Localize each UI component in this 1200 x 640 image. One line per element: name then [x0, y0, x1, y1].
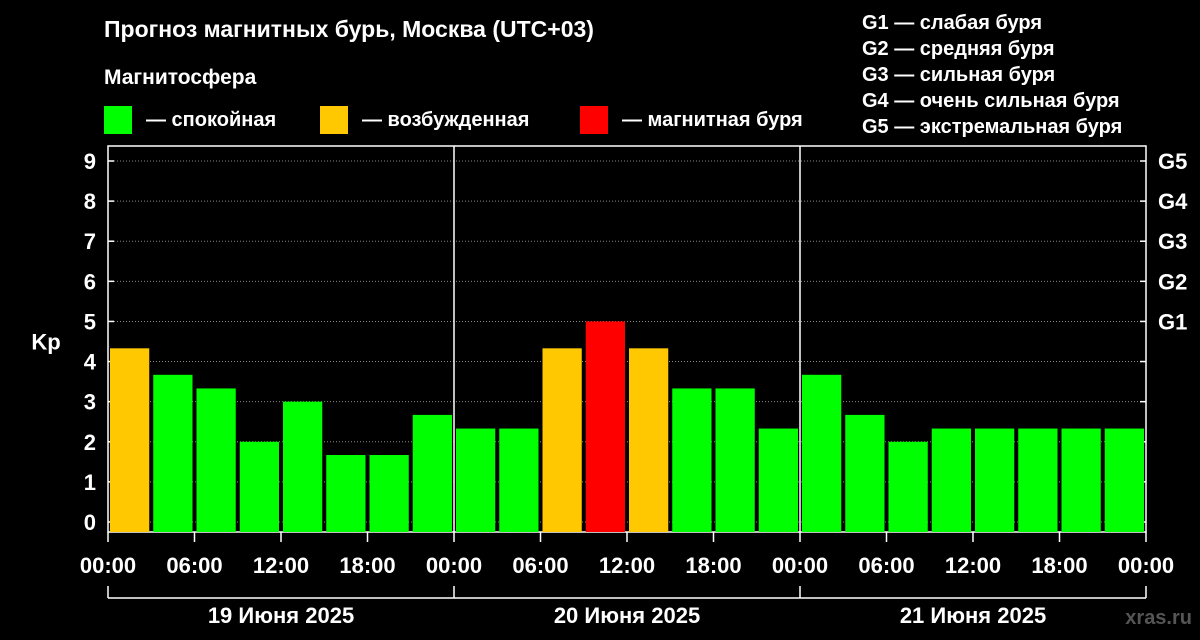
day-label: 19 Июня 2025: [208, 603, 354, 628]
magnetosphere-label: Магнитосфера: [104, 66, 257, 89]
x-tick-label: 12:00: [599, 553, 655, 578]
x-tick-label: 00:00: [426, 553, 482, 578]
legend-storm: — магнитная буря: [580, 106, 803, 134]
bar: [412, 414, 452, 532]
bar: [1061, 428, 1101, 532]
x-tick-label: 12:00: [253, 553, 309, 578]
bar: [845, 414, 885, 532]
g-scale-legend: G1 — слабая буря G2 — средняя буря G3 — …: [862, 10, 1122, 140]
legend-storm-swatch: [580, 106, 608, 134]
y-axis-label: Kp: [31, 330, 60, 355]
x-tick-label: 00:00: [1118, 553, 1174, 578]
bar: [196, 388, 236, 532]
bar: [369, 455, 409, 532]
legend-quiet-label: — спокойная: [146, 108, 277, 131]
y-tick-label: 4: [84, 350, 97, 375]
bar: [1104, 428, 1144, 532]
y-tick-label: 8: [84, 189, 96, 214]
bar: [758, 428, 798, 532]
bar: [153, 374, 193, 532]
y-tick-label: 2: [84, 430, 96, 455]
bar: [499, 428, 539, 532]
x-tick-label: 18:00: [1031, 553, 1087, 578]
x-tick-label: 18:00: [685, 553, 741, 578]
bar: [975, 428, 1015, 532]
y-tick-label: 1: [84, 470, 96, 495]
y-tick-label: 3: [84, 390, 96, 415]
g-tick-label: G1: [1158, 309, 1187, 334]
x-tick-label: 06:00: [858, 553, 914, 578]
legend-active: — возбужденная: [320, 106, 529, 134]
bar: [110, 348, 150, 532]
g-tick-label: G5: [1158, 149, 1187, 174]
legend-storm-label: — магнитная буря: [622, 108, 803, 131]
bar: [542, 348, 582, 532]
watermark: xras.ru: [1125, 607, 1192, 629]
bar: [283, 401, 323, 532]
g-legend-g2: G2 — средняя буря: [862, 38, 1055, 60]
g-legend-g4: G4 — очень сильная буря: [862, 90, 1120, 112]
x-tick-label: 06:00: [166, 553, 222, 578]
bar: [931, 428, 971, 532]
g-legend-g5: G5 — экстремальная буря: [862, 116, 1123, 138]
y-tick-label: 7: [84, 229, 96, 254]
bar: [802, 374, 842, 532]
page-title: Прогноз магнитных бурь, Москва (UTC+03): [104, 16, 594, 42]
y-tick-label: 0: [84, 510, 96, 535]
day-label: 21 Июня 2025: [900, 603, 1046, 628]
g-tick-label: G3: [1158, 229, 1187, 254]
x-tick-label: 12:00: [945, 553, 1001, 578]
bar: [326, 455, 366, 532]
legend-quiet: — спокойная: [104, 106, 276, 134]
legend-active-swatch: [320, 106, 348, 134]
bar: [672, 388, 712, 532]
legend-active-label: — возбужденная: [362, 108, 530, 131]
g-tick-label: G2: [1158, 269, 1187, 294]
g-legend-g3: G3 — сильная буря: [862, 64, 1056, 86]
bar: [1018, 428, 1058, 532]
x-tick-label: 00:00: [80, 553, 136, 578]
bar: [585, 321, 625, 532]
x-tick-label: 00:00: [772, 553, 828, 578]
day-label: 20 Июня 2025: [554, 603, 700, 628]
g-legend-g1: G1 — слабая буря: [862, 12, 1043, 34]
legend-quiet-swatch: [104, 106, 132, 134]
y-tick-label: 6: [84, 269, 96, 294]
y-tick-label: 9: [84, 149, 96, 174]
bar: [715, 388, 755, 532]
bar: [456, 428, 496, 532]
g-tick-label: G4: [1158, 189, 1188, 214]
x-tick-label: 06:00: [512, 553, 568, 578]
bar: [239, 441, 279, 532]
y-tick-label: 5: [84, 309, 96, 334]
bar: [629, 348, 669, 532]
bar: [888, 441, 928, 532]
x-tick-label: 18:00: [339, 553, 395, 578]
